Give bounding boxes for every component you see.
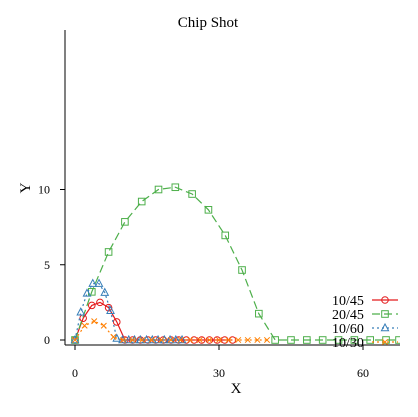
data-point	[94, 278, 104, 287]
data-point	[206, 336, 213, 344]
series-line	[74, 186, 399, 341]
legend-item: 10/60	[332, 322, 398, 337]
legend-marker	[380, 322, 390, 332]
legend-item: 10/30	[332, 336, 398, 351]
x-tick-label: 60	[357, 366, 369, 380]
data-point	[318, 336, 327, 344]
data-point	[171, 183, 180, 192]
data-point	[244, 336, 251, 344]
series-group	[70, 183, 400, 344]
legend-marker	[381, 338, 389, 346]
legend-label: 10/45	[332, 294, 364, 309]
data-point	[303, 336, 311, 344]
legend-marker	[381, 296, 389, 304]
data-point	[255, 309, 263, 318]
data-point	[167, 336, 175, 344]
series-10-30	[71, 318, 271, 344]
data-point	[196, 336, 203, 344]
data-point	[81, 322, 88, 329]
x-axis-title: X	[231, 381, 242, 397]
data-point	[187, 336, 194, 344]
data-point	[70, 334, 80, 344]
series-line	[74, 283, 182, 341]
series-line	[74, 301, 233, 341]
data-point	[100, 287, 110, 296]
data-point	[235, 336, 242, 344]
y-tick-label: 5	[44, 258, 50, 272]
x-tick-label: 30	[213, 366, 225, 380]
data-point	[263, 336, 271, 344]
legend-marker	[381, 310, 389, 318]
legend-label: 10/30	[332, 336, 364, 351]
legend-label: 10/60	[332, 322, 364, 337]
data-point	[215, 336, 223, 344]
data-point	[238, 266, 246, 274]
data-point	[225, 336, 232, 344]
data-point	[334, 336, 343, 344]
data-point	[96, 298, 104, 307]
data-point	[177, 336, 184, 344]
data-point	[119, 336, 127, 344]
data-point	[148, 336, 155, 344]
legend-label: 20/45	[332, 308, 364, 323]
data-point	[100, 322, 107, 329]
legend-item: 10/45	[332, 294, 398, 309]
data-point	[395, 336, 400, 344]
data-point	[112, 318, 121, 326]
chart-title: Chip Shot	[178, 15, 239, 31]
y-tick-label: 0	[44, 333, 50, 347]
data-point	[91, 318, 98, 325]
data-point	[104, 248, 113, 256]
data-point	[204, 206, 213, 214]
data-point	[121, 218, 129, 226]
data-point	[137, 197, 146, 206]
series-10-45	[71, 298, 237, 344]
data-point	[88, 278, 98, 287]
data-point	[171, 334, 181, 344]
data-point	[139, 336, 146, 344]
data-point	[106, 305, 115, 314]
x-tick-label: 0	[72, 366, 78, 380]
data-point	[158, 336, 165, 344]
data-point	[254, 336, 261, 344]
data-point	[188, 190, 196, 198]
data-point	[110, 333, 117, 341]
data-point	[71, 336, 79, 344]
y-axis-title: Y	[18, 182, 34, 193]
data-point	[350, 336, 359, 344]
legend-item: 20/45	[332, 308, 398, 323]
data-point	[154, 185, 163, 194]
data-point	[76, 307, 86, 316]
data-point	[82, 288, 92, 297]
y-tick-label: 10	[38, 183, 50, 197]
data-point	[88, 301, 96, 310]
data-point	[221, 231, 230, 240]
data-point	[271, 336, 279, 344]
data-point	[287, 336, 295, 344]
data-point	[366, 336, 374, 344]
data-point	[129, 336, 136, 344]
axes: 0 30 60 0 5 10	[38, 30, 400, 380]
